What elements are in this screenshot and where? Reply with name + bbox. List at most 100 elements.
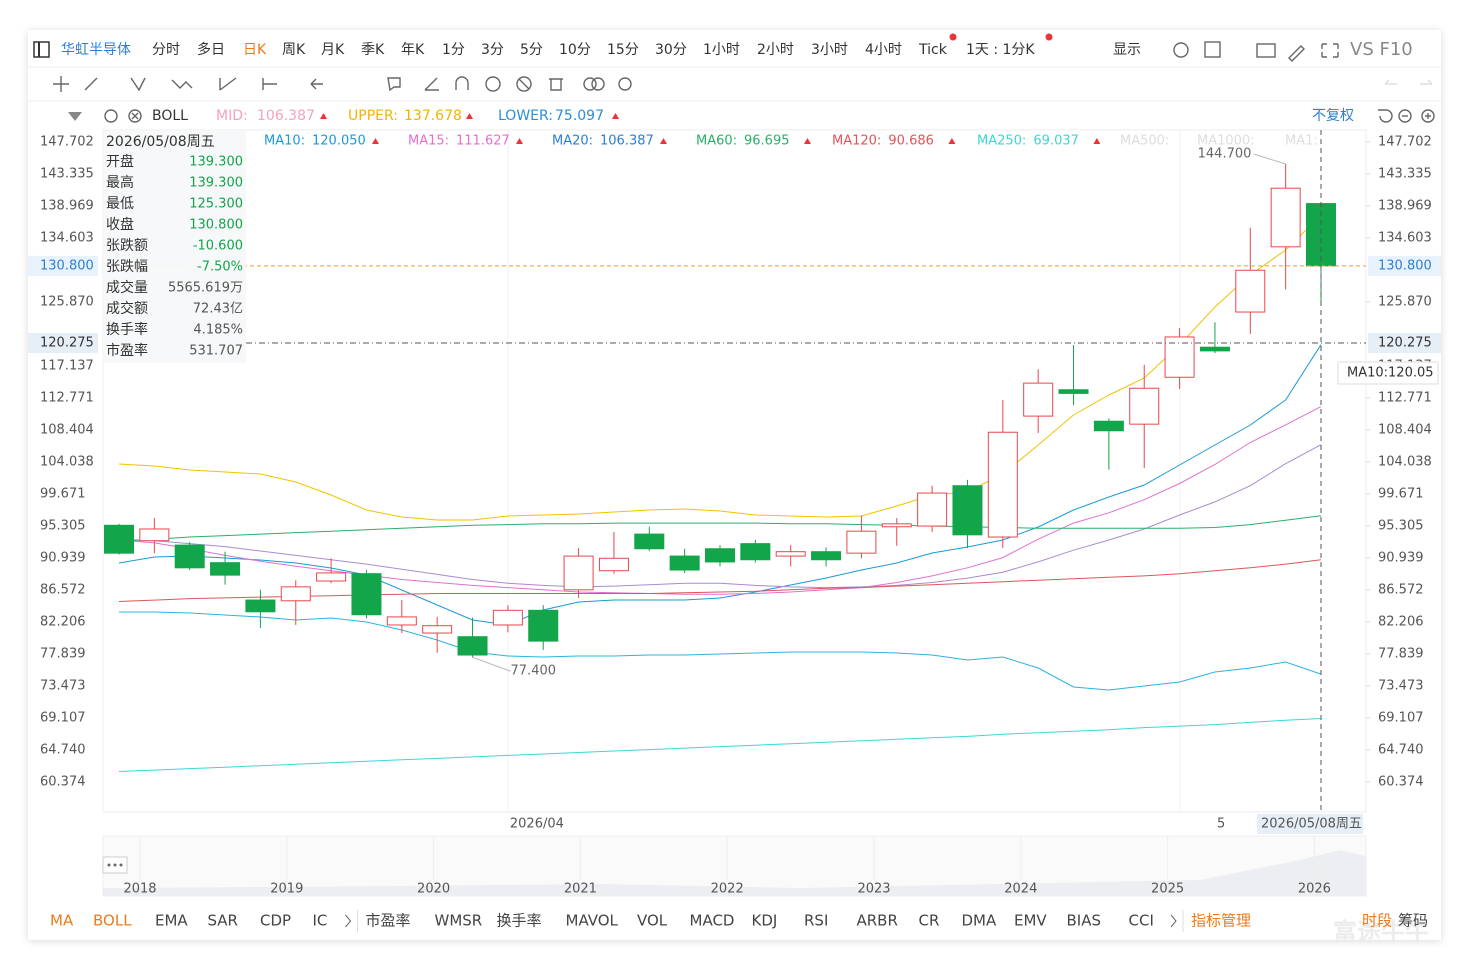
indicator-tab[interactable]: EMA [155, 912, 188, 930]
collapse-icon [68, 112, 82, 121]
annotation: 144.700 [1198, 147, 1252, 162]
y-tick-label: 77.839 [40, 647, 86, 662]
period-tab[interactable]: 4小时 [865, 42, 902, 58]
price-tag: 130.800 [1378, 258, 1432, 273]
indicator-tab[interactable]: MAVOL [566, 912, 619, 930]
period-tab[interactable]: 3小时 [811, 42, 848, 58]
y-tick-label: 82.206 [40, 615, 86, 630]
y-tick-label: 138.969 [40, 199, 94, 214]
candle-body [139, 528, 170, 542]
stock-name[interactable]: 华虹半导体 [61, 42, 131, 58]
y-tick-label-right: 73.473 [1378, 679, 1424, 694]
navigator-area [103, 850, 1366, 896]
chevron [1170, 914, 1177, 928]
period-tab[interactable]: 年K [401, 42, 425, 58]
period-tab[interactable]: 5分 [520, 42, 543, 58]
adjust-mode[interactable]: 不复权 [1312, 107, 1354, 124]
info-value: -10.600 [193, 239, 243, 254]
candle-body [669, 555, 700, 571]
period-tab[interactable]: 1小时 [703, 42, 740, 58]
y-tick-label-right: 64.740 [1378, 743, 1424, 758]
y-tick-label-right: 143.335 [1378, 167, 1432, 182]
display-menu[interactable]: 显示 [1113, 42, 1141, 58]
nav-label: 2023 [857, 882, 890, 897]
indicator-tab[interactable]: IC [313, 912, 328, 930]
period-tab[interactable]: 1分 [442, 42, 465, 58]
rise-arrow [372, 138, 379, 144]
candle-body [1270, 187, 1301, 248]
nav-dot [119, 863, 123, 867]
y-tick-label: 73.473 [40, 679, 86, 694]
indicator-tab[interactable]: SAR [208, 912, 238, 930]
indicator-tab[interactable]: KDJ [752, 912, 778, 930]
ma-legend-value: 111.627 [456, 134, 510, 149]
nav-label: 2025 [1151, 882, 1184, 897]
tool-icons [53, 41, 1435, 123]
info-value: 72.43亿 [193, 302, 243, 317]
info-date: 2026/05/08周五 [106, 134, 215, 150]
period-tab[interactable]: 30分 [655, 42, 687, 58]
indicator-tab[interactable]: CDP [260, 912, 291, 930]
sidebar-icon[interactable] [33, 41, 50, 58]
ma-tag-bg [1337, 361, 1439, 385]
indicator-tab[interactable]: VOL [637, 912, 668, 930]
period-tab[interactable]: 季K [361, 42, 385, 58]
indicator-tab[interactable]: 市盈率 [366, 912, 411, 930]
period-tab[interactable]: 周K [282, 42, 306, 58]
nav-label: 2026 [1298, 882, 1331, 897]
period-tab[interactable]: 日K [243, 42, 267, 58]
period-tab[interactable]: 多日 [197, 41, 225, 58]
indicator-tab[interactable]: WMSR [435, 912, 483, 930]
indicator-tab[interactable]: EMV [1014, 912, 1047, 930]
period-tab[interactable]: Tick [918, 42, 948, 58]
ma-tag: MA10:120.05 [1347, 366, 1434, 381]
indicator-tab[interactable]: CCI [1129, 912, 1154, 930]
y-tick-label-right: 99.671 [1378, 487, 1424, 502]
indicator-tab[interactable]: CR [919, 912, 940, 930]
ma-legend-value: 90.686 [888, 134, 934, 149]
boll-value: 106.387 [257, 108, 315, 124]
vs-f10[interactable]: VS F10 [1350, 39, 1413, 60]
y-tick-label: 99.671 [40, 487, 86, 502]
candle-body [1164, 336, 1195, 378]
period-tab[interactable]: 10分 [559, 42, 591, 58]
indicator-tab[interactable]: MACD [690, 912, 735, 930]
side-tab[interactable]: 时段 [1362, 912, 1392, 930]
indicator-tab[interactable]: BOLL [93, 912, 132, 930]
side-tab[interactable]: 筹码 [1398, 912, 1428, 930]
ma-legend-value: 69.037 [1033, 134, 1079, 149]
indicator-tab[interactable]: MA [50, 912, 74, 930]
period-tab[interactable]: 15分 [607, 42, 639, 58]
nav-label: 2022 [711, 882, 744, 897]
candle-body [316, 572, 347, 582]
period-tab[interactable]: 2小时 [757, 42, 794, 58]
period-tab[interactable]: 月K [321, 42, 345, 58]
y-tick-label: 90.939 [40, 550, 86, 565]
info-label: 最低 [106, 196, 134, 212]
rise-arrow [516, 138, 523, 144]
boll-name[interactable]: BOLL [152, 108, 188, 124]
period-tab[interactable]: 3分 [481, 42, 504, 58]
candle-body [280, 586, 311, 602]
y-tick-label-right: 86.572 [1378, 583, 1424, 598]
candle-body [351, 573, 382, 616]
indicator-tab[interactable]: RSI [804, 912, 828, 930]
annotation-leader [472, 656, 511, 672]
nav-label: 2021 [564, 882, 597, 897]
indicator-tab[interactable]: ARBR [857, 912, 898, 930]
ma-legend-label: MA20: [552, 134, 593, 149]
ma-legend-value: 96.695 [744, 134, 790, 149]
indicator-tab[interactable]: 换手率 [497, 912, 542, 930]
x-tick-label: 5 [1217, 817, 1225, 832]
indicator-line [118, 215, 1322, 521]
info-label: 张跌幅 [106, 259, 148, 275]
indicator-tab[interactable]: DMA [962, 912, 997, 930]
candle-body [563, 555, 594, 591]
period-tab[interactable]: 分时 [152, 42, 180, 58]
indicator-tab[interactable]: BIAS [1067, 912, 1102, 930]
ma-legend-value: 106.387 [600, 134, 654, 149]
ma-legend-label: MA15: [408, 134, 449, 149]
candle-body [174, 544, 205, 569]
indicator-tab[interactable]: 指标管理 [1191, 912, 1251, 930]
period-tab[interactable]: 1天 : 1分K [966, 42, 1035, 58]
